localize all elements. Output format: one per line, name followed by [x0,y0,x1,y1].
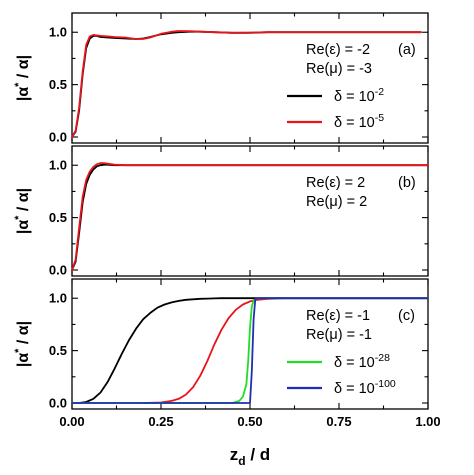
annotation-line: Re(μ) = -1 [306,327,372,343]
legend-label: δ = 10-100 [334,378,396,397]
panel-label: (b) [398,175,416,191]
y-tick-label: 0.0 [49,130,67,145]
x-tick-label: 0.00 [59,414,84,429]
x-tick-label: 1.00 [415,414,440,429]
legend-label: δ = 10-28 [334,352,390,371]
series-line-3-4 [71,297,429,404]
y-axis-label: |α* / α| [13,188,32,234]
y-tick-label: 1.0 [49,291,67,306]
panel-label: (c) [398,308,415,324]
annotation-line: Re(μ) = -3 [306,61,372,77]
annotation-line: Re(ε) = -2 [306,42,370,58]
annotation-line: Re(ε) = 2 [306,175,365,191]
y-tick-label: 0.5 [49,210,67,225]
legend-label: δ = 10-2 [334,86,384,105]
y-tick-label: 0.0 [49,396,67,411]
x-axis-label: zd / d [230,445,270,468]
y-tick-label: 1.0 [49,25,67,40]
x-tick-label: 0.25 [148,414,173,429]
x-tick-label: 0.75 [326,414,351,429]
y-tick-label: 0.5 [49,343,67,358]
y-tick-label: 0.0 [49,263,67,278]
y-axis-label: |α* / α| [13,321,32,367]
x-tick-label: 0.50 [237,414,262,429]
legend-label: δ = 10-5 [334,112,384,131]
annotation-line: Re(μ) = 2 [306,194,367,210]
y-tick-label: 1.0 [49,158,67,173]
series-line-1-2 [71,30,422,138]
y-axis-label: |α* / α| [13,55,32,101]
series-line-2-1 [71,163,429,271]
annotation-line: Re(ε) = -1 [306,308,370,324]
series-line-2-2 [71,162,429,271]
panel-label: (a) [398,42,416,58]
y-tick-label: 0.5 [49,77,67,92]
